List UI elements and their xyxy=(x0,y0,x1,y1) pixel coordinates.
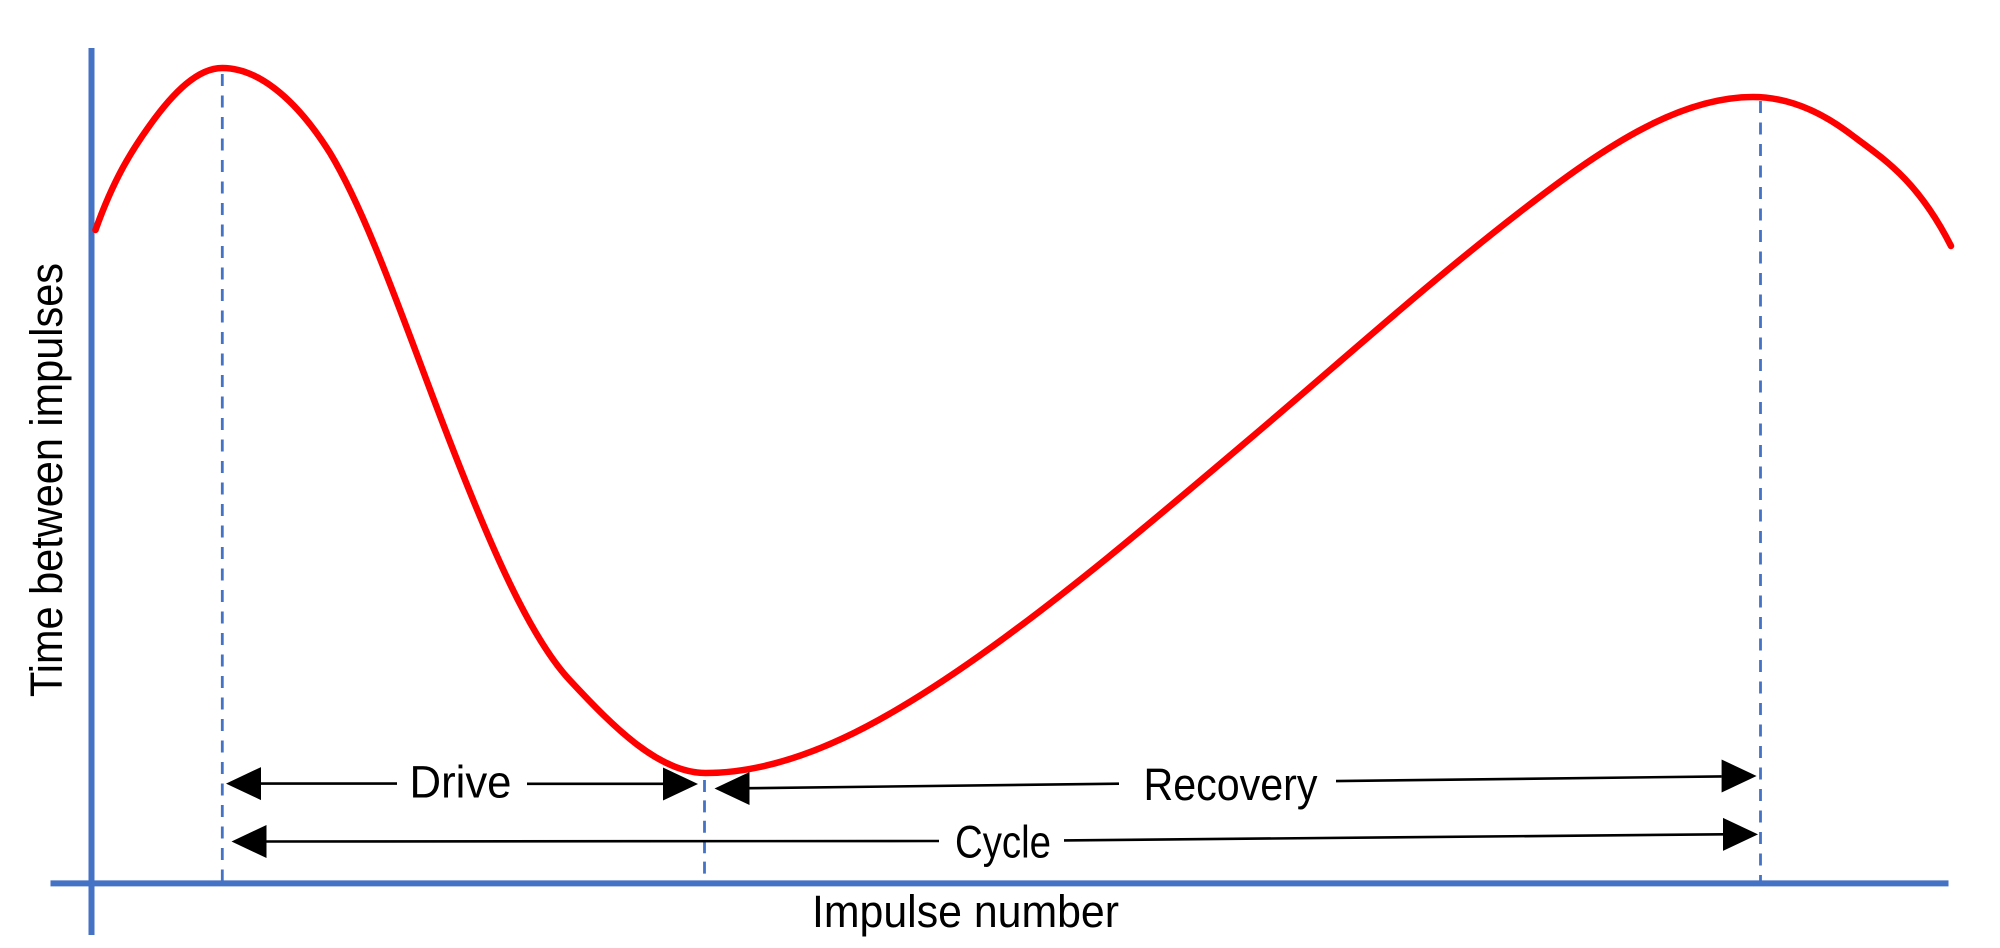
svg-text:Drive: Drive xyxy=(410,757,512,808)
svg-text:Cycle: Cycle xyxy=(955,817,1051,868)
svg-text:Impulse number: Impulse number xyxy=(812,886,1119,937)
svg-text:Time between impulses: Time between impulses xyxy=(21,263,72,697)
svg-text:Recovery: Recovery xyxy=(1144,759,1318,810)
